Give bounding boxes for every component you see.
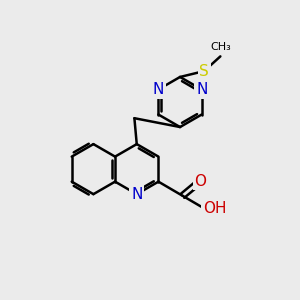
Text: O: O bbox=[194, 174, 206, 189]
Text: CH₃: CH₃ bbox=[210, 42, 231, 52]
Text: S: S bbox=[199, 64, 209, 79]
Text: N: N bbox=[196, 82, 207, 97]
Text: OH: OH bbox=[203, 201, 227, 216]
Text: N: N bbox=[153, 82, 164, 97]
Text: N: N bbox=[131, 187, 142, 202]
